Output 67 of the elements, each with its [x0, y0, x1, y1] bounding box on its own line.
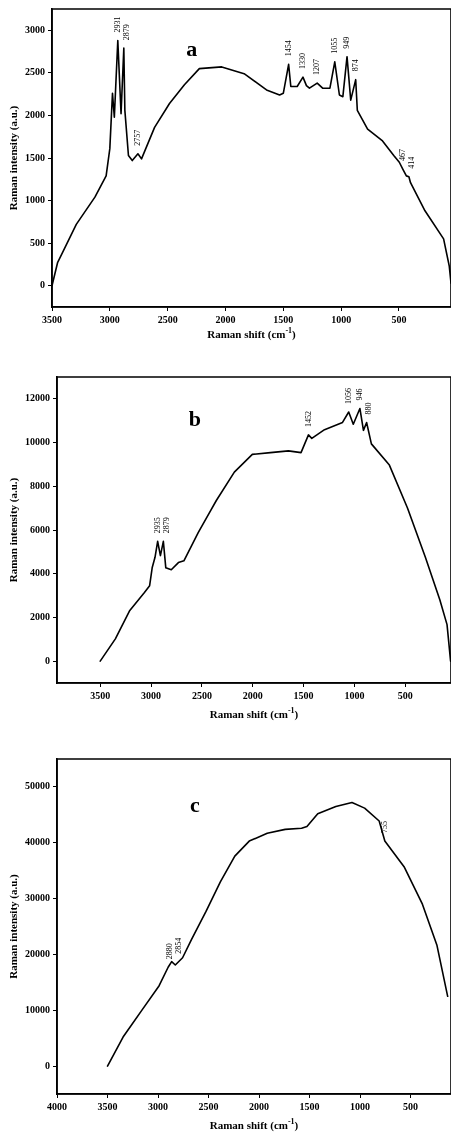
y-tick-label: 2000	[30, 611, 50, 623]
y-tick-label: 3000	[25, 23, 45, 35]
y-tick-label: 8000	[30, 479, 50, 491]
annotation: 467	[397, 149, 407, 162]
annotation: 2880	[165, 943, 175, 960]
annotation: 1330	[298, 53, 308, 70]
annotation: 1207	[312, 59, 322, 76]
y-axis-title: Raman intensity (a.u.)	[6, 105, 20, 211]
y-tick-label: 40000	[25, 836, 50, 848]
y-tick-label: 500	[30, 236, 45, 248]
x-tick-label: 1000	[344, 689, 365, 701]
y-tick-label: 1500	[25, 151, 45, 163]
x-tick-label: 1500	[299, 1100, 320, 1112]
x-tick-label: 1500	[293, 689, 314, 701]
x-tick-label: 1000	[350, 1100, 371, 1112]
y-tick-label: 20000	[25, 947, 50, 959]
annotation: 1454	[283, 40, 293, 57]
annotation: 2879	[121, 24, 131, 41]
x-tick-label: 500	[391, 313, 407, 325]
annotation: a	[186, 36, 198, 62]
x-tick-label: 2000	[215, 313, 236, 325]
y-tick-label: 0	[45, 654, 50, 666]
y-tick-label: 2000	[25, 109, 45, 121]
x-tick-label: 3500	[97, 1100, 118, 1112]
x-tick-label: 2500	[157, 313, 178, 325]
x-tick-label: 500	[403, 1100, 419, 1112]
y-tick-label: 0	[45, 1059, 50, 1071]
annotation: 2931	[112, 16, 122, 33]
x-tick-label: 3000	[99, 313, 120, 325]
annotation: 1056	[343, 387, 353, 404]
y-axis-title: Raman intensity (a.u.)	[6, 477, 20, 583]
y-tick-label: 12000	[25, 392, 50, 404]
annotation: 1452	[303, 410, 313, 427]
annotation: b	[188, 405, 202, 431]
annotation: 946	[354, 388, 364, 401]
x-tick-label: 500	[397, 689, 413, 701]
x-tick-label: 3000	[141, 689, 162, 701]
annotation: 2879	[161, 517, 171, 534]
y-tick-label: 50000	[25, 780, 50, 792]
y-tick-label: 10000	[25, 1003, 50, 1015]
y-axis-title: Raman intensity (a.u.)	[6, 873, 20, 979]
y-tick-label: 6000	[30, 523, 50, 535]
y-tick-label: 2500	[25, 66, 45, 78]
y-tick-label: 1000	[25, 194, 45, 206]
annotation: 2757	[133, 129, 143, 146]
annotation: 874	[351, 59, 361, 72]
x-tick-label: 3500	[90, 689, 111, 701]
x-tick-label: 2000	[249, 1100, 270, 1112]
annotation: 414	[406, 156, 416, 169]
annotation: 880	[363, 402, 373, 415]
annotation: 2935	[152, 517, 162, 534]
annotation: 2854	[174, 937, 184, 954]
x-tick-label: 3000	[148, 1100, 169, 1112]
y-tick-label: 30000	[25, 892, 50, 904]
x-tick-label: 3500	[42, 313, 62, 325]
x-tick-label: 2000	[242, 689, 263, 701]
y-tick-label: 10000	[25, 436, 50, 448]
x-tick-label: 1000	[331, 313, 352, 325]
y-tick-label: 4000	[30, 567, 50, 579]
x-tick-label: 2500	[198, 1100, 219, 1112]
y-tick-label: 0	[40, 279, 45, 291]
x-tick-label: 1500	[273, 313, 294, 325]
annotation: c	[190, 791, 201, 817]
annotation: 949	[342, 36, 352, 49]
annotation: 1055	[329, 37, 339, 54]
annotation: 755	[379, 821, 389, 834]
x-tick-label: 2500	[191, 689, 212, 701]
